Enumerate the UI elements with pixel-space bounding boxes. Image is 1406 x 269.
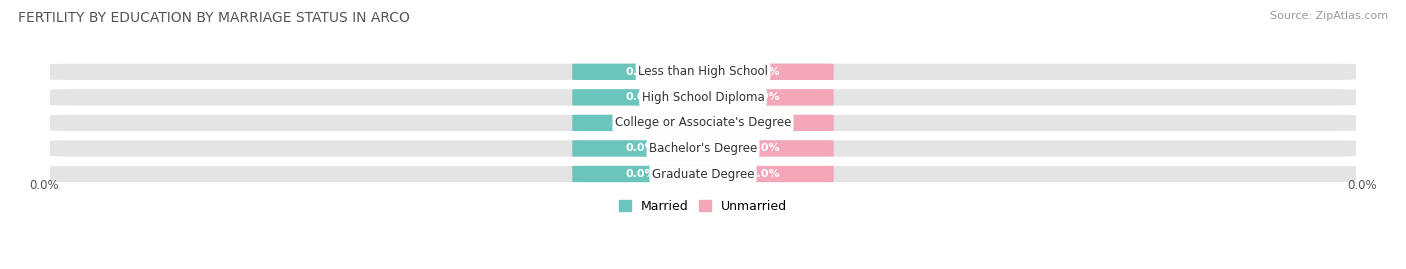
Text: 0.0%: 0.0% bbox=[626, 67, 657, 77]
Text: 0.0%: 0.0% bbox=[749, 118, 780, 128]
FancyBboxPatch shape bbox=[49, 89, 1357, 106]
Text: Bachelor's Degree: Bachelor's Degree bbox=[650, 142, 756, 155]
Text: High School Diploma: High School Diploma bbox=[641, 91, 765, 104]
Text: Less than High School: Less than High School bbox=[638, 65, 768, 78]
Legend: Married, Unmarried: Married, Unmarried bbox=[613, 195, 793, 218]
FancyBboxPatch shape bbox=[49, 165, 1357, 183]
FancyBboxPatch shape bbox=[572, 140, 710, 157]
Text: 0.0%: 0.0% bbox=[626, 143, 657, 153]
FancyBboxPatch shape bbox=[572, 89, 710, 105]
Text: 0.0%: 0.0% bbox=[626, 92, 657, 102]
Text: 0.0%: 0.0% bbox=[749, 143, 780, 153]
Text: FERTILITY BY EDUCATION BY MARRIAGE STATUS IN ARCO: FERTILITY BY EDUCATION BY MARRIAGE STATU… bbox=[18, 11, 411, 25]
FancyBboxPatch shape bbox=[49, 63, 1357, 80]
Text: College or Associate's Degree: College or Associate's Degree bbox=[614, 116, 792, 129]
FancyBboxPatch shape bbox=[572, 166, 710, 182]
FancyBboxPatch shape bbox=[572, 115, 710, 131]
FancyBboxPatch shape bbox=[696, 89, 834, 105]
Text: 0.0%: 0.0% bbox=[749, 67, 780, 77]
Text: 0.0%: 0.0% bbox=[626, 169, 657, 179]
Text: 0.0%: 0.0% bbox=[1347, 179, 1378, 192]
FancyBboxPatch shape bbox=[696, 115, 834, 131]
FancyBboxPatch shape bbox=[572, 64, 710, 80]
FancyBboxPatch shape bbox=[696, 64, 834, 80]
FancyBboxPatch shape bbox=[696, 166, 834, 182]
FancyBboxPatch shape bbox=[49, 140, 1357, 157]
Text: Graduate Degree: Graduate Degree bbox=[652, 168, 754, 180]
Text: Source: ZipAtlas.com: Source: ZipAtlas.com bbox=[1270, 11, 1388, 21]
Text: 0.0%: 0.0% bbox=[749, 169, 780, 179]
Text: 0.0%: 0.0% bbox=[749, 92, 780, 102]
FancyBboxPatch shape bbox=[49, 114, 1357, 132]
Text: 0.0%: 0.0% bbox=[626, 118, 657, 128]
Text: 0.0%: 0.0% bbox=[28, 179, 59, 192]
FancyBboxPatch shape bbox=[696, 140, 834, 157]
